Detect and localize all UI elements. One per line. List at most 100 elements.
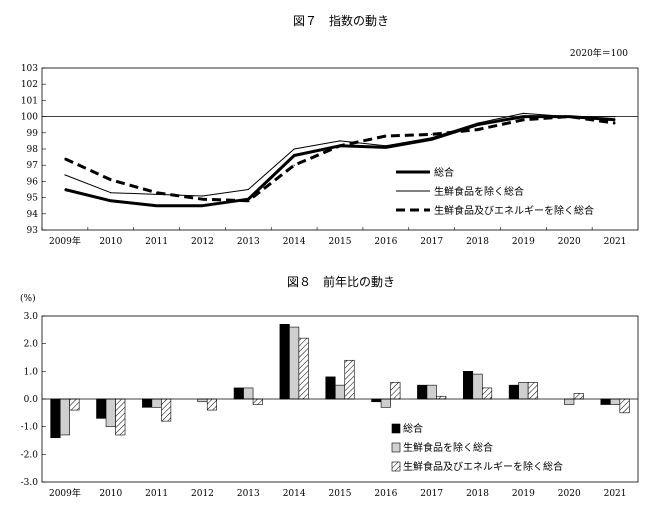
index-x-tick-label: 2009年 bbox=[49, 235, 81, 247]
yoy-x-tick-label: 2010 bbox=[99, 489, 122, 499]
index-x-tick-label: 2021 bbox=[604, 237, 627, 247]
index-data-point bbox=[614, 119, 616, 121]
index-data-point bbox=[156, 205, 158, 207]
index-data-point bbox=[568, 116, 570, 118]
index-data-point bbox=[64, 158, 66, 160]
index-series-lines bbox=[64, 112, 616, 208]
yoy-y-tick-label: 3.0 bbox=[24, 312, 39, 322]
index-x-tick-label: 2013 bbox=[237, 237, 260, 247]
yoy-x-tick-label: 2012 bbox=[191, 489, 214, 499]
index-data-point bbox=[201, 198, 204, 200]
yoy-bar-series-2 bbox=[518, 382, 529, 400]
yoy-bar-series-3 bbox=[252, 398, 263, 405]
index-y-tick-label: 102 bbox=[21, 80, 38, 90]
yoy-bar-series-3 bbox=[161, 398, 172, 422]
yoy-bar-series-1 bbox=[508, 384, 519, 400]
yoy-bar-series-3 bbox=[436, 395, 447, 400]
index-data-point bbox=[522, 119, 524, 121]
index-y-tick-label: 99 bbox=[27, 129, 39, 139]
index-data-point bbox=[247, 188, 249, 191]
yoy-y-axis: 3.0 2.0 1.0 0.0 -1.0 -2.0 -3.0 bbox=[21, 312, 46, 488]
yoy-bar-series-2 bbox=[243, 387, 254, 400]
index-data-point bbox=[431, 137, 433, 139]
yoy-bar-series-2 bbox=[151, 398, 162, 408]
index-data-point bbox=[110, 200, 112, 202]
index-y-tick-label: 101 bbox=[21, 96, 38, 106]
index-data-point bbox=[431, 138, 433, 140]
yoy-bar-series-2 bbox=[426, 384, 437, 400]
index-x-tick-label: 2015 bbox=[329, 237, 352, 247]
index-data-point bbox=[522, 116, 524, 118]
index-y-tick-label: 94 bbox=[27, 210, 39, 220]
index-chart: 図７ 指数の動き 2020年＝100 93 94 95 96 97 98 99 100 101 1… bbox=[21, 13, 639, 247]
yoy-chart-title: 図８ 前年比の動き bbox=[287, 274, 395, 289]
yoy-bar-series-2 bbox=[472, 373, 483, 400]
index-y-tick-label: 97 bbox=[27, 161, 39, 171]
index-x-tick-label: 2017 bbox=[420, 237, 443, 247]
yoy-x-tick-label: 2013 bbox=[237, 489, 260, 499]
yoy-bar-series-3 bbox=[573, 393, 584, 400]
index-x-tick-label: 2012 bbox=[191, 237, 214, 247]
yoy-bar-series-1 bbox=[233, 387, 244, 400]
yoy-legend-swatch bbox=[391, 442, 401, 453]
index-data-point bbox=[614, 122, 616, 124]
yoy-bar-series-3 bbox=[390, 382, 401, 400]
yoy-bar-series-2 bbox=[289, 326, 300, 400]
index-data-point bbox=[614, 116, 616, 118]
index-data-point bbox=[385, 145, 387, 147]
index-data-point bbox=[339, 145, 341, 147]
yoy-bar-series-2 bbox=[380, 398, 391, 408]
yoy-bar-series-1 bbox=[142, 398, 153, 408]
index-y-axis: 93 94 95 96 97 98 99 100 101 102 103 bbox=[21, 64, 638, 236]
index-data-point bbox=[64, 174, 66, 176]
index-data-point bbox=[64, 188, 66, 191]
index-data-point bbox=[522, 112, 524, 114]
index-data-point bbox=[247, 200, 249, 202]
index-data-point bbox=[293, 148, 295, 150]
index-x-tick-label: 2016 bbox=[374, 237, 397, 247]
index-legend-label: 生鮮食品を除く総合 bbox=[434, 185, 524, 198]
index-series-line-3 bbox=[64, 115, 616, 203]
yoy-chart: 図８ 前年比の動き (%) 3.0 2.0 1.0 0.0 -1.0 -2.0 -3.0 2… bbox=[20, 274, 639, 499]
yoy-x-tick-label: 2016 bbox=[374, 489, 397, 499]
yoy-bar-series-1 bbox=[96, 398, 107, 419]
index-x-tick-label: 2011 bbox=[145, 237, 168, 247]
yoy-bar-series-1 bbox=[371, 398, 382, 403]
index-data-point bbox=[385, 146, 387, 148]
yoy-bar-series-3 bbox=[344, 359, 355, 400]
index-x-tick-label: 2020 bbox=[558, 237, 581, 247]
index-chart-title: 図７ 指数の動き bbox=[293, 13, 389, 28]
index-x-tick-label: 2019 bbox=[512, 237, 535, 247]
yoy-bar-series-1 bbox=[600, 398, 611, 405]
yoy-bar-series-2 bbox=[105, 398, 116, 427]
index-chart-unit-note: 2020年＝100 bbox=[570, 47, 628, 59]
yoy-legend-swatch bbox=[391, 461, 401, 472]
yoy-x-tick-label: 2017 bbox=[420, 489, 443, 499]
index-x-tick-label: 2010 bbox=[99, 237, 122, 247]
yoy-bar-series-1 bbox=[417, 384, 428, 400]
yoy-legend-swatch bbox=[391, 423, 401, 434]
yoy-bar-series-3 bbox=[115, 398, 126, 436]
index-data-point bbox=[156, 192, 158, 194]
index-data-point bbox=[476, 124, 479, 126]
index-data-point bbox=[110, 192, 112, 194]
yoy-bar-series-1 bbox=[325, 376, 336, 400]
index-y-tick-label: 96 bbox=[27, 177, 39, 187]
yoy-x-tick-label: 2011 bbox=[145, 489, 168, 499]
yoy-bar-series-3 bbox=[69, 398, 80, 411]
yoy-x-tick-label: 2018 bbox=[466, 489, 489, 499]
index-y-tick-label: 93 bbox=[27, 226, 39, 236]
index-x-axis: 2009年 2010 2011 2012 2013 2014 2015 2016 2017 201… bbox=[41, 227, 627, 247]
yoy-x-tick-label: 2014 bbox=[283, 489, 306, 499]
index-data-point bbox=[110, 179, 112, 181]
index-data-point bbox=[476, 122, 479, 124]
yoy-bar-series-3 bbox=[527, 382, 538, 400]
index-series-line-2 bbox=[64, 112, 616, 197]
index-y-tick-label: 98 bbox=[27, 145, 39, 155]
index-legend-label: 総合 bbox=[434, 166, 454, 179]
yoy-y-tick-label: 0.0 bbox=[24, 395, 39, 405]
index-data-point bbox=[293, 164, 295, 166]
